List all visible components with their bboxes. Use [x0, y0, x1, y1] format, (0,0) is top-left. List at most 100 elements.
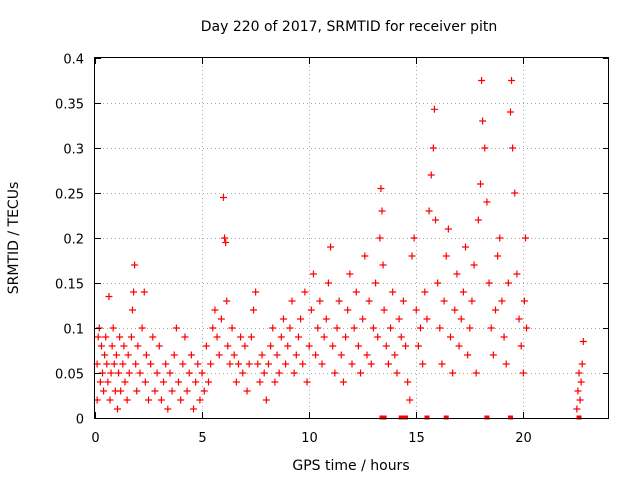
data-point [282, 360, 290, 368]
data-point [312, 351, 320, 359]
axis-ticks: 0 0.05 0.1 0.15 0.2 0.25 0.3 0.35 0.4 0 5 10 15 20 [55, 53, 609, 446]
x-tick-label: 10 [301, 431, 318, 446]
data-point [273, 351, 281, 359]
data-point [513, 270, 521, 278]
data-point [515, 315, 523, 323]
data-point [404, 378, 412, 386]
data-point [279, 315, 287, 323]
data-point [424, 415, 430, 420]
data-point [140, 288, 148, 296]
data-point [517, 342, 525, 350]
data-point [128, 306, 136, 314]
data-point [398, 415, 404, 420]
data-point [269, 324, 277, 332]
data-point [303, 378, 311, 386]
data-point [97, 342, 105, 350]
data-point [487, 324, 495, 332]
data-point [160, 378, 168, 386]
data-point [485, 279, 493, 287]
data-point [116, 333, 124, 341]
data-point [205, 378, 213, 386]
data-point [573, 405, 581, 413]
data-point [132, 360, 140, 368]
data-point [109, 324, 117, 332]
data-point [284, 342, 292, 350]
data-point [100, 387, 108, 395]
data-point [578, 360, 586, 368]
data-point [127, 333, 135, 341]
data-point [183, 387, 191, 395]
data-point [506, 108, 514, 116]
data-point [577, 378, 585, 386]
data-point [434, 279, 442, 287]
data-point [172, 324, 180, 332]
y-tick-label: 0.15 [55, 278, 84, 293]
data-point [241, 342, 249, 350]
data-point [369, 324, 377, 332]
chart-title: Day 220 of 2017, SRMTID for receiver pit… [201, 19, 498, 35]
data-point [164, 405, 172, 413]
x-tick-label: 20 [515, 431, 532, 446]
data-point [374, 333, 382, 341]
y-tick-label: 0.3 [63, 143, 84, 158]
data-point [292, 351, 300, 359]
data-point [232, 378, 240, 386]
data-point [187, 351, 195, 359]
data-point [271, 378, 279, 386]
data-point [430, 105, 438, 113]
data-point [399, 297, 407, 305]
data-point [213, 333, 221, 341]
data-point [507, 415, 513, 420]
data-point [133, 387, 141, 395]
data-point [125, 369, 133, 377]
data-point [221, 234, 229, 242]
data-point [215, 351, 223, 359]
data-point [472, 369, 480, 377]
data-point [479, 117, 487, 125]
data-point [444, 225, 452, 233]
data-point [249, 306, 257, 314]
data-point [504, 279, 512, 287]
data-point [474, 216, 482, 224]
data-point [391, 351, 399, 359]
data-point [468, 297, 476, 305]
data-point [339, 378, 347, 386]
data-point [267, 342, 275, 350]
data-point [256, 378, 264, 386]
data-point [378, 207, 386, 215]
data-point [429, 144, 437, 152]
data-point [519, 369, 527, 377]
data-point [455, 342, 463, 350]
data-point [226, 360, 234, 368]
data-point [427, 171, 435, 179]
data-point [224, 342, 232, 350]
data-point [509, 144, 517, 152]
data-point [494, 252, 502, 260]
data-point [508, 77, 516, 84]
data-point [194, 360, 202, 368]
data-point [136, 369, 144, 377]
data-point [177, 396, 185, 404]
data-point [145, 396, 153, 404]
data-point [436, 324, 444, 332]
data-point [335, 297, 343, 305]
data-point [108, 342, 116, 350]
data-point [168, 387, 176, 395]
data-point [357, 369, 365, 377]
data-point [113, 405, 121, 413]
data-points [93, 77, 587, 420]
data-point [481, 144, 489, 152]
data-point [470, 261, 478, 269]
data-point [149, 333, 157, 341]
data-point [211, 306, 219, 314]
data-point [105, 293, 113, 300]
data-point [363, 351, 371, 359]
data-point [477, 180, 484, 188]
data-point [230, 351, 238, 359]
data-point [574, 387, 582, 395]
data-point [419, 360, 427, 368]
data-point [179, 360, 187, 368]
y-axis-label: SRMTID / TECUs [6, 182, 22, 295]
data-point [290, 369, 298, 377]
